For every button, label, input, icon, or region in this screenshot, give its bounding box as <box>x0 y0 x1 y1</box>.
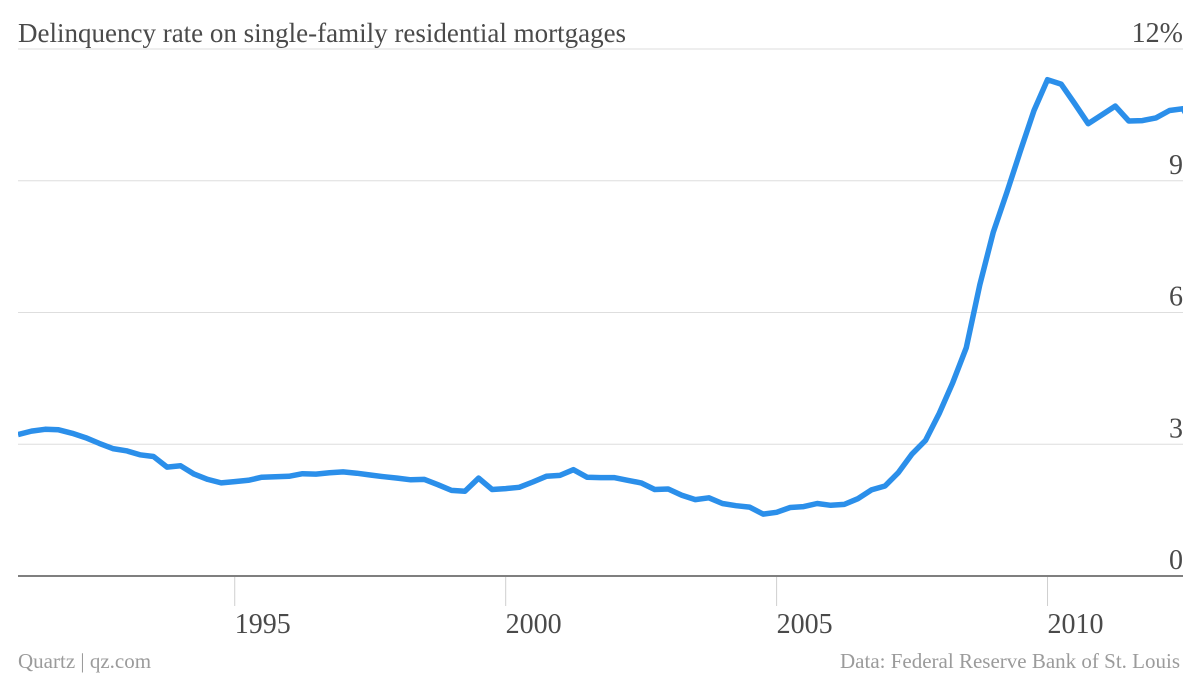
x-tick-label-1995: 1995 <box>235 609 291 640</box>
series-line-0 <box>18 76 1183 517</box>
series-layer <box>18 76 1183 517</box>
x-tick-label-2005: 2005 <box>777 609 833 640</box>
y-axis-tick-labels: 0 3 6 9 12% <box>1132 18 1183 576</box>
y-tick-label-9: 9 <box>1169 150 1183 181</box>
y-tick-label-3: 3 <box>1169 413 1183 444</box>
footer-source: Data: Federal Reserve Bank of St. Louis <box>840 649 1180 673</box>
x-tick-label-2010: 2010 <box>1048 609 1104 640</box>
y-tick-label-6: 6 <box>1169 282 1183 313</box>
x-tick-label-2000: 2000 <box>506 609 562 640</box>
footer-credit: Quartz | qz.com <box>18 649 151 673</box>
x-axis-ticks: 1995 2000 2005 2010 <box>234 577 1104 640</box>
chart-title: Delinquency rate on single-family reside… <box>18 18 626 48</box>
grid-lines <box>18 48 1183 445</box>
y-tick-label-12: 12% <box>1132 18 1183 49</box>
y-tick-label-0: 0 <box>1169 545 1183 576</box>
